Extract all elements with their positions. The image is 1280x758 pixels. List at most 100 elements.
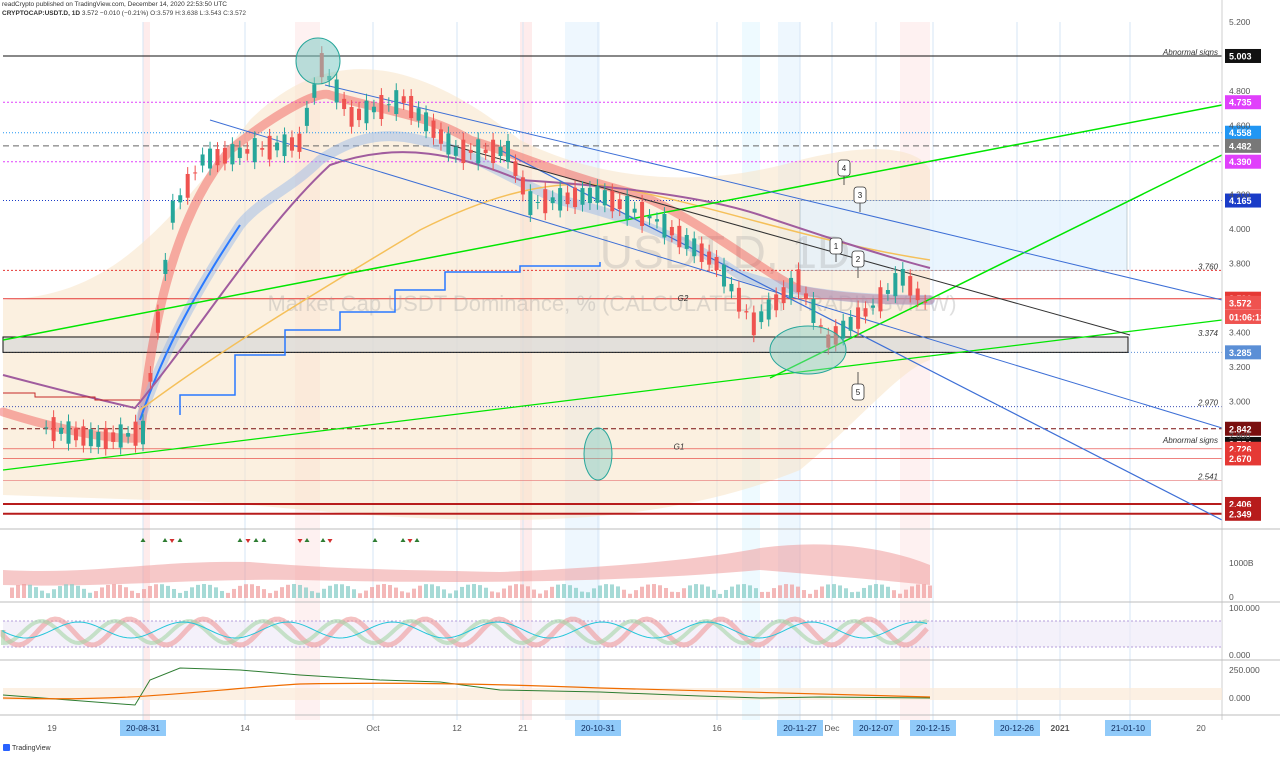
candle[interactable] xyxy=(692,238,697,257)
candle[interactable] xyxy=(662,213,667,238)
price-label[interactable]: 4.390 xyxy=(1225,154,1261,169)
callout-2[interactable]: 2 xyxy=(851,250,865,278)
candle[interactable] xyxy=(401,96,406,104)
candle[interactable] xyxy=(789,277,794,298)
green-trendline-lower[interactable] xyxy=(2,319,1223,471)
candle[interactable] xyxy=(736,287,741,312)
candle[interactable] xyxy=(170,200,175,223)
candle[interactable] xyxy=(841,320,846,339)
candle[interactable] xyxy=(222,147,227,164)
symbol-label[interactable]: CRYPTOCAP:USDT.D, 1D xyxy=(2,10,81,17)
candle[interactable] xyxy=(640,201,645,226)
candle[interactable] xyxy=(446,133,451,155)
candle[interactable] xyxy=(349,107,354,127)
candle[interactable] xyxy=(774,294,779,311)
candle[interactable] xyxy=(297,133,302,152)
date-marker[interactable]: 20-12-26 xyxy=(994,720,1040,736)
candle[interactable] xyxy=(722,264,727,287)
candle[interactable] xyxy=(453,146,458,156)
candle[interactable] xyxy=(751,312,756,336)
highlight-circle-bottom[interactable] xyxy=(769,325,847,375)
candle[interactable] xyxy=(610,190,615,212)
candle[interactable] xyxy=(200,154,205,166)
candle[interactable] xyxy=(133,421,138,446)
candle[interactable] xyxy=(364,100,369,124)
candle[interactable] xyxy=(44,427,49,429)
candle[interactable] xyxy=(602,190,607,206)
candle[interactable] xyxy=(245,149,250,154)
candle[interactable] xyxy=(483,149,488,154)
price-label[interactable]: 2.349 xyxy=(1225,506,1261,521)
date-marker[interactable]: 20-11-27 xyxy=(777,720,823,736)
candle[interactable] xyxy=(893,273,898,297)
candle[interactable] xyxy=(126,433,131,437)
candle[interactable] xyxy=(818,325,823,327)
price-label[interactable]: 3.572 xyxy=(1225,295,1261,310)
candle[interactable] xyxy=(565,192,570,205)
candle[interactable] xyxy=(535,202,540,204)
candle[interactable] xyxy=(729,283,734,292)
candle[interactable] xyxy=(915,288,920,301)
candle[interactable] xyxy=(558,188,563,211)
candle[interactable] xyxy=(230,144,235,165)
candle[interactable] xyxy=(438,129,443,144)
green-trendline-steep[interactable] xyxy=(769,154,1223,379)
callout-1[interactable]: 1 xyxy=(829,237,843,262)
green-trendline-upper[interactable] xyxy=(2,104,1223,341)
candle[interactable] xyxy=(178,195,183,203)
candle[interactable] xyxy=(654,219,659,222)
candle[interactable] xyxy=(863,308,868,317)
candle[interactable] xyxy=(647,215,652,219)
candle[interactable] xyxy=(118,424,123,448)
candle[interactable] xyxy=(871,305,875,308)
candle[interactable] xyxy=(51,417,56,442)
candle[interactable] xyxy=(803,293,808,299)
candle[interactable] xyxy=(334,79,339,103)
candle[interactable] xyxy=(416,108,421,121)
candle[interactable] xyxy=(781,287,786,304)
candle[interactable] xyxy=(632,208,637,213)
candle[interactable] xyxy=(304,107,309,126)
candle[interactable] xyxy=(88,429,93,447)
candle[interactable] xyxy=(677,225,682,248)
candle[interactable] xyxy=(193,172,198,174)
candle[interactable] xyxy=(833,326,838,345)
candle[interactable] xyxy=(163,259,168,275)
candle[interactable] xyxy=(111,432,116,442)
price-label[interactable]: 01:06:12 xyxy=(1225,309,1265,324)
date-marker[interactable]: 20-12-07 xyxy=(853,720,899,736)
candle[interactable] xyxy=(759,311,764,323)
price-label[interactable]: 2.842 xyxy=(1225,421,1261,436)
candle[interactable] xyxy=(908,276,913,296)
candle[interactable] xyxy=(409,95,414,119)
candle[interactable] xyxy=(587,187,592,204)
candle[interactable] xyxy=(811,298,816,323)
candle[interactable] xyxy=(275,142,280,151)
candle[interactable] xyxy=(141,420,145,445)
highlight-circle-top[interactable] xyxy=(295,37,341,85)
callout-5[interactable]: 5 xyxy=(851,372,865,401)
date-marker[interactable]: 20-08-31 xyxy=(120,720,166,736)
candle[interactable] xyxy=(386,104,391,106)
candle[interactable] xyxy=(59,427,64,434)
candle[interactable] xyxy=(669,226,674,236)
candle[interactable] xyxy=(580,188,585,205)
candle[interactable] xyxy=(848,316,853,331)
candle[interactable] xyxy=(573,187,578,208)
candle[interactable] xyxy=(424,112,429,132)
candle[interactable] xyxy=(237,147,242,159)
price-label[interactable]: 4.482 xyxy=(1225,138,1261,153)
candle[interactable] xyxy=(617,199,622,210)
candle[interactable] xyxy=(155,311,160,333)
candle[interactable] xyxy=(148,373,153,382)
candle[interactable] xyxy=(476,139,481,164)
date-marker[interactable]: 21-01-10 xyxy=(1105,720,1151,736)
blue-channel-top[interactable] xyxy=(324,84,1223,301)
candle[interactable] xyxy=(513,161,518,176)
candle[interactable] xyxy=(714,256,719,271)
candle[interactable] xyxy=(215,149,220,166)
candle[interactable] xyxy=(103,427,108,449)
candle[interactable] xyxy=(550,197,555,204)
candle[interactable] xyxy=(826,334,831,348)
